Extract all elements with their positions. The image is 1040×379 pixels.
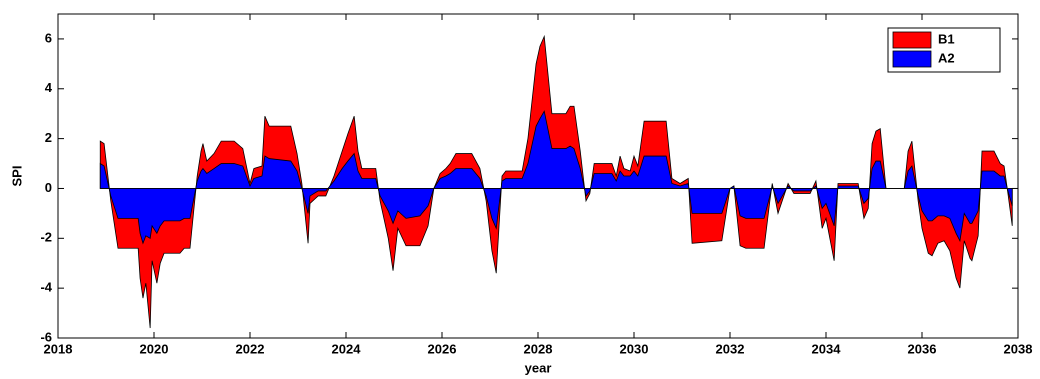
legend-swatch [892,50,932,68]
y-tick-label: 4 [45,80,53,95]
x-tick-label: 2038 [1004,341,1033,356]
legend-swatch [892,31,932,49]
x-tick-label: 2026 [428,341,457,356]
x-tick-label: 2018 [44,341,73,356]
x-tick-label: 2022 [236,341,265,356]
x-tick-label: 2030 [620,341,649,356]
y-tick-label: 2 [45,130,52,145]
area [99,110,1013,245]
legend-label: A2 [938,50,955,65]
y-tick-label: 0 [45,180,52,195]
x-tick-label: 2034 [812,341,842,356]
y-axis-label: SPI [9,166,24,187]
legend-label: B1 [938,31,955,46]
x-axis-label: year [525,360,552,375]
y-tick-label: 6 [45,30,52,45]
x-tick-label: 2020 [140,341,169,356]
x-tick-label: 2036 [908,341,937,356]
y-tick-label: -2 [40,230,52,245]
y-tick-label: -6 [40,329,52,344]
y-tick-label: -4 [40,280,52,295]
x-tick-label: 2032 [716,341,745,356]
x-tick-label: 2028 [524,341,553,356]
x-tick-label: 2024 [332,341,362,356]
